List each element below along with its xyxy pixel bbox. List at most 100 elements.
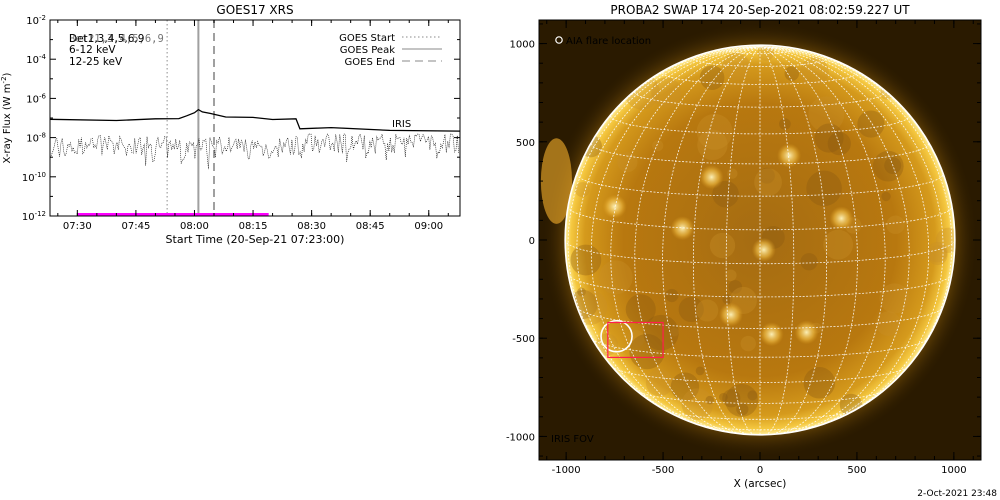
disk-texture-blob [629,333,665,370]
swap-y-axis: -1000 -500 0 500 1000 [506,23,981,457]
disk-texture-blob [808,96,845,133]
disk-texture-blob [696,113,733,150]
disk-texture-blob [823,229,854,260]
goes-y-tick-label: 10-6 [26,92,46,105]
disk-texture-blob [799,57,829,87]
swap-x-axis-label: X (arcsec) [734,478,787,490]
grid-latitude-line [636,390,884,404]
grid-longitude-line [725,46,761,435]
disk-texture-blob [652,140,664,152]
active-region [699,165,724,190]
disk-texture-blob [800,253,818,271]
aia-flare-legend-label: AIA flare location [566,36,651,47]
swap-limb-outline [564,44,956,436]
grid-latitude-line [565,239,955,265]
goes-short-channel-series [50,133,459,170]
swap-x-tick-label: -1000 [552,465,581,476]
disk-texture-blob [857,110,885,138]
disk-texture-blob [617,151,638,173]
disk-texture-blob [695,366,705,376]
grid-longitude-line [634,46,761,434]
disk-texture-blob [574,182,590,198]
aia-flare-location-circle [600,319,633,353]
disk-texture-blob [872,150,904,182]
grid-longitude-line [759,46,858,435]
disk-texture-blob [681,388,714,420]
swap-x-tick-label: 1000 [941,465,966,476]
goes-x-tick-label: 08:00 [180,221,209,232]
active-region [718,302,743,327]
goes-legend-det: Det1,3,4,5,6,9 [69,33,144,45]
goes-x-tick-label: 08:15 [239,221,268,232]
swap-x-tick-label: -500 [652,465,675,476]
swap-y-tick-label: -1000 [506,432,535,443]
grid-longitude-line [759,46,910,433]
disk-texture-blob [645,369,674,397]
swap-image-area [539,20,981,460]
disk-texture-blob [876,311,901,336]
active-region [777,143,802,168]
goes-x-axis-label: Start Time (20-Sep-21 07:23:00) [166,233,345,246]
disk-texture-blob [886,215,905,235]
grid-longitude-line [759,46,944,425]
disk-texture-blob [665,288,679,303]
goes-x-tick-label: 07:45 [121,221,150,232]
swap-image-title: PROBA2 SWAP 174 20-Sep-2021 08:02:59.227… [610,3,910,17]
grid-longitude-line [576,46,761,425]
goes-legend-peak-label: GOES Peak [340,45,395,56]
active-region [751,237,776,262]
grid-latitude-line [591,338,929,358]
disk-texture-blob [705,395,715,405]
swap-x-tick-label: 0 [757,465,763,476]
swap-y-tick-label: -500 [512,334,535,345]
goes-y-tick-label: 10-2 [26,14,46,27]
disk-texture-blob [724,269,737,282]
swap-active-regions [568,45,955,420]
disk-texture-blob [570,244,602,276]
goes-x-tick-label: 09:00 [414,221,443,232]
goes-iris-label: IRIS [392,119,411,130]
disk-texture-blob [643,314,679,351]
goes-legend-end-label: GOES End [345,57,395,68]
goes-y-axis: 10-12 10-10 10-8 10-6 10-4 10-2 [22,14,460,223]
disk-texture-blob [736,403,749,416]
grid-latitude-line [634,91,886,108]
grid-longitude-line [759,46,886,434]
disk-texture-blob [757,45,775,61]
grid-longitude-line [662,46,761,435]
goes-chart-title: GOES17 XRS [216,3,293,17]
disk-texture-blob [678,296,704,323]
goes-x-tick-label: 07:30 [63,221,92,232]
swap-image-panel: PROBA2 SWAP 174 20-Sep-2021 08:02:59.227… [506,3,982,490]
goes-y-tick-label: 10-10 [22,171,46,184]
disk-texture-blob [803,366,836,399]
disk-texture-blob [814,123,844,153]
disk-texture-blob [598,260,633,295]
goes-legend-12-25kev: 12-25 keV [69,56,123,68]
disk-texture-blob [727,168,738,179]
disk-texture-blob [625,294,656,325]
disk-texture-blob [784,66,800,81]
goes-legend-det-overlay: Bet21,3,4,5,6,9 [69,33,164,45]
grid-longitude-line [759,46,930,431]
active-region [829,206,854,231]
active-region [794,320,819,345]
disk-texture-blob [670,327,679,337]
swap-x-axis: -1000 -500 0 500 1000 [546,20,974,476]
disk-texture-blob [712,180,739,208]
disk-texture-blob [722,389,741,408]
disk-texture-blob [728,280,743,294]
active-region [670,216,695,241]
grid-latitude-line [611,365,909,383]
grid-latitude-line [725,49,795,55]
disk-texture-blob [806,170,842,207]
disk-texture-blob [754,168,782,197]
grid-longitude-line [590,46,761,431]
goes-chart: GOES17 XRS 07:30 07:45 08:00 08:15 08:30 08:4… [0,3,461,246]
disk-texture-blob [779,118,791,130]
disk-texture-blob [740,335,756,352]
disk-texture-blob [747,390,758,401]
goes-legend-start-label: GOES Start [339,33,395,44]
goes-y-axis-label: X-ray Flux (W m-2) [0,72,13,163]
